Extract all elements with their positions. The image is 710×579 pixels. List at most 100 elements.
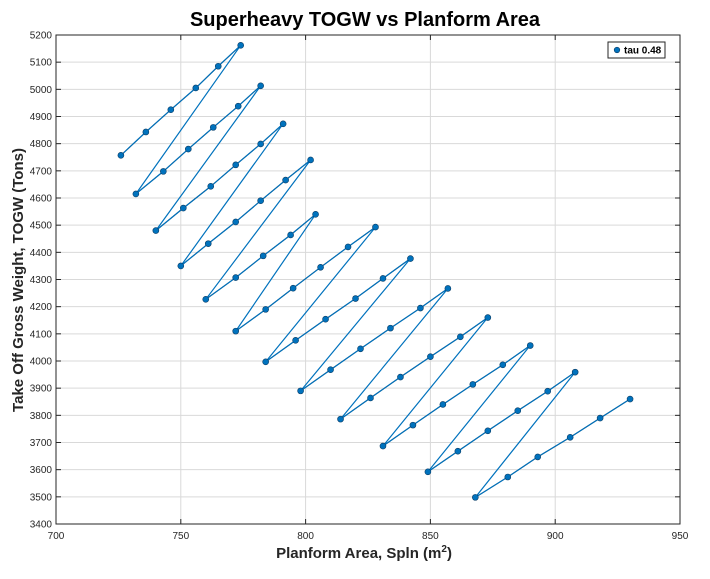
series-markers	[117, 42, 634, 501]
y-tick-label: 4700	[30, 166, 53, 177]
data-point	[427, 353, 434, 360]
y-tick-label: 5000	[30, 85, 53, 96]
data-point	[387, 324, 394, 332]
y-tick-label: 4100	[30, 329, 53, 340]
data-point	[257, 140, 264, 148]
y-tick-label: 3400	[30, 520, 53, 531]
data-point	[327, 366, 334, 373]
legend-box	[607, 41, 666, 59]
data-point	[571, 368, 579, 376]
y-tick-label: 3500	[30, 492, 53, 503]
data-point	[184, 145, 192, 153]
x-tick-label: 900	[547, 531, 564, 542]
data-point	[307, 156, 314, 164]
data-point	[484, 314, 492, 321]
data-point	[457, 333, 464, 341]
data-point	[132, 190, 140, 198]
y-tick-label: 3900	[30, 384, 53, 395]
x-axis-label-tail: )	[447, 545, 452, 562]
data-point	[179, 204, 187, 212]
data-point	[357, 345, 364, 353]
y-tick-label: 4900	[30, 112, 53, 123]
data-point	[454, 447, 462, 455]
axis-ticks	[55, 34, 681, 525]
x-tick-label: 700	[48, 531, 65, 542]
x-axis-label-sup: 2	[441, 544, 447, 555]
data-point	[257, 82, 264, 90]
data-point	[407, 255, 414, 262]
data-point	[397, 373, 404, 381]
data-point	[424, 468, 432, 476]
data-point	[142, 128, 150, 136]
legend-marker-icon	[613, 46, 621, 54]
y-tick-label: 4500	[30, 221, 53, 232]
data-point	[472, 494, 479, 501]
data-point	[209, 124, 217, 131]
data-point	[279, 120, 287, 128]
data-point	[202, 296, 210, 303]
data-point	[444, 285, 452, 292]
data-point	[167, 106, 175, 114]
data-point	[207, 183, 215, 190]
data-point	[566, 434, 574, 441]
data-point	[379, 442, 387, 450]
data-point	[237, 42, 245, 49]
data-point	[292, 337, 299, 344]
y-tick-label: 5200	[30, 31, 53, 42]
data-point	[352, 295, 359, 302]
data-point	[152, 227, 160, 234]
y-axis-label: Take Off Gross Weight, TOGW (Tons)	[10, 148, 27, 412]
data-point	[117, 152, 125, 159]
data-point	[379, 275, 387, 282]
y-tick-label: 4400	[30, 248, 53, 259]
y-tick-label: 4800	[30, 139, 53, 150]
data-point	[504, 473, 512, 481]
data-point	[257, 197, 264, 205]
data-point	[234, 102, 242, 110]
data-point	[177, 262, 185, 270]
y-tick-labels: 3400 3500 3600 3700 3800 3900 4000 4100 4200 4300…	[30, 31, 53, 531]
data-point	[232, 161, 240, 169]
data-point	[344, 243, 352, 251]
data-point	[287, 231, 294, 239]
data-point	[232, 327, 240, 335]
x-axis-label-main: Planform Area, Spln (m	[276, 545, 441, 562]
data-point	[282, 176, 289, 184]
data-point	[526, 342, 534, 349]
data-point	[322, 315, 329, 323]
data-point	[514, 407, 522, 415]
data-point	[262, 306, 269, 313]
x-tick-label: 800	[297, 531, 314, 542]
y-tick-label: 4600	[30, 194, 53, 205]
data-point	[297, 387, 304, 395]
data-point	[317, 263, 324, 271]
y-tick-label: 3600	[30, 465, 53, 476]
data-point	[312, 211, 319, 218]
x-tick-labels: 700 750 800 850 900 950	[48, 531, 689, 542]
data-point	[534, 453, 542, 461]
data-point	[259, 252, 267, 260]
data-point	[439, 401, 447, 408]
x-axis-label: Planform Area, Spln (m2)	[276, 544, 452, 562]
legend-entry-tau: tau 0.48	[624, 46, 662, 57]
legend: tau 0.48	[607, 41, 666, 59]
data-point	[204, 240, 212, 247]
data-point	[499, 361, 507, 369]
data-point	[192, 84, 200, 92]
data-point	[544, 387, 552, 395]
x-tick-label: 850	[422, 531, 439, 542]
data-point	[160, 168, 167, 175]
y-tick-label: 3800	[30, 411, 53, 422]
x-tick-label: 950	[672, 531, 689, 542]
data-point	[337, 415, 344, 423]
data-point	[289, 284, 297, 292]
x-tick-label: 750	[172, 531, 189, 542]
data-point	[417, 304, 424, 312]
data-point	[469, 381, 477, 388]
y-tick-label: 3700	[30, 438, 53, 449]
data-point	[372, 223, 379, 231]
y-tick-label: 4200	[30, 302, 53, 313]
y-tick-label: 5100	[30, 58, 53, 69]
data-point	[409, 421, 417, 429]
